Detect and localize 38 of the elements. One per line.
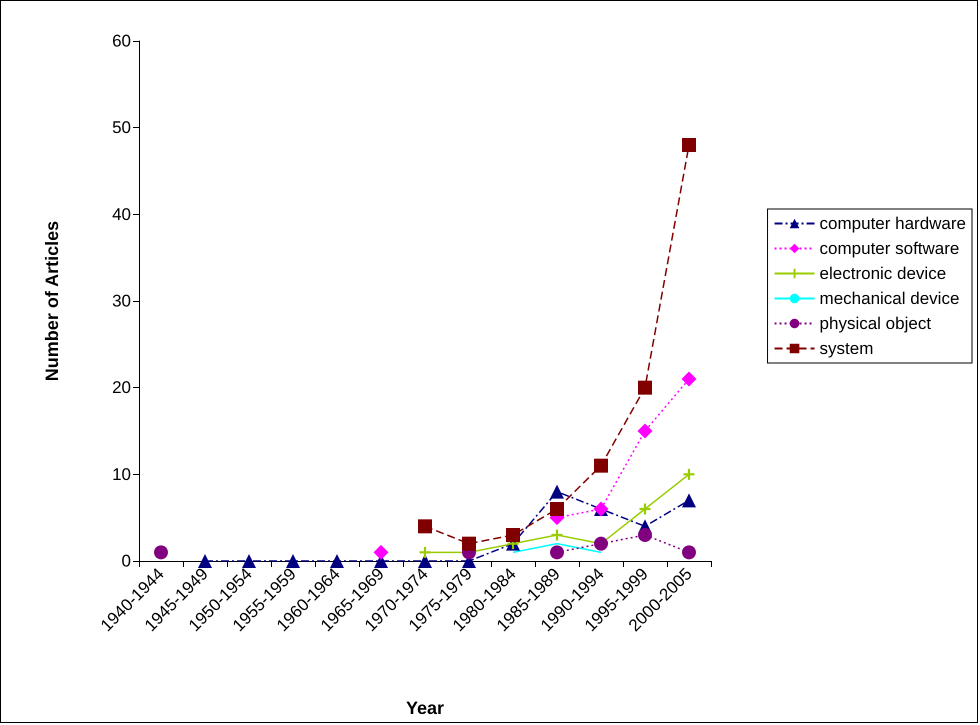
point [418, 554, 432, 568]
y-tick-label: 10 [112, 464, 131, 484]
y-tick-label: 0 [122, 552, 131, 570]
point [550, 545, 564, 560]
point [154, 545, 168, 560]
point [682, 493, 696, 508]
point [684, 468, 694, 480]
legend-label: computer hardware [820, 214, 966, 233]
y-tick-label: 30 [112, 292, 131, 310]
legend-label: mechanical device [820, 289, 960, 308]
legend-label: physical object [820, 314, 932, 333]
point [420, 546, 430, 558]
point [594, 458, 608, 473]
point [638, 380, 652, 395]
point [286, 554, 300, 568]
y-tick-label: 60 [112, 32, 131, 50]
point [682, 545, 696, 560]
point [330, 554, 344, 568]
y-tick-label: 50 [112, 118, 131, 138]
point [638, 528, 652, 542]
legend-label: computer software [820, 239, 960, 258]
point [682, 372, 696, 386]
point [550, 502, 564, 516]
point [506, 528, 520, 542]
y-tick-label: 20 [112, 378, 131, 398]
legend-label: system [820, 339, 874, 358]
point [418, 519, 432, 534]
legend-label: electronic device [820, 264, 946, 283]
point [198, 554, 212, 568]
y-axis-title: Number of Articles [42, 220, 62, 382]
point [550, 484, 564, 499]
x-axis-title: Year [406, 698, 444, 718]
y-tick-label: 40 [112, 204, 131, 224]
point [462, 536, 476, 551]
point [374, 544, 388, 560]
point [682, 138, 696, 152]
point [638, 424, 652, 438]
point [242, 554, 256, 568]
